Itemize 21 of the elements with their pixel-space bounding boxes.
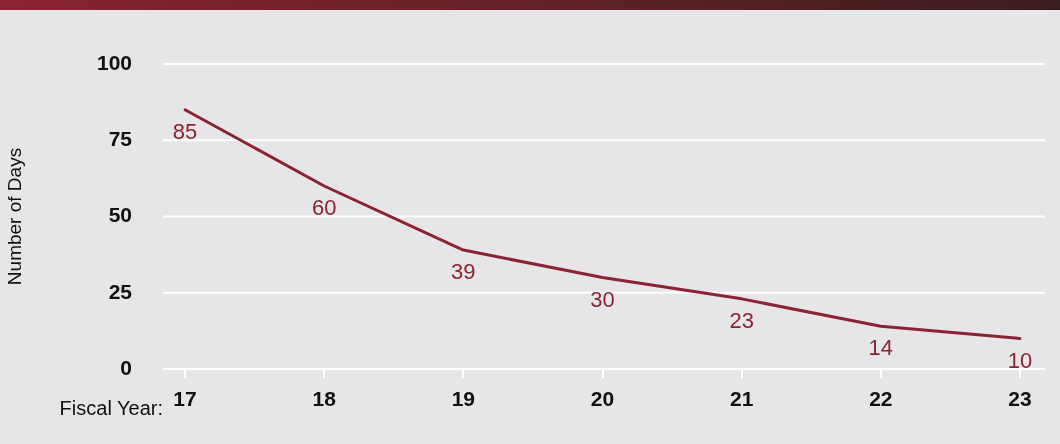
data-label: 85: [172, 118, 198, 144]
data-label: 60: [311, 195, 337, 221]
x-tick-label: 21: [729, 387, 754, 411]
y-tick-label: 100: [96, 50, 132, 74]
data-label: 10: [1007, 347, 1033, 373]
y-tick-label: 0: [120, 355, 132, 379]
y-tick-label: 25: [108, 279, 133, 303]
data-label: 39: [451, 259, 476, 285]
x-tick-label: 19: [451, 387, 476, 411]
y-tick-label: 75: [108, 127, 133, 151]
x-tick-label: 22: [869, 387, 893, 411]
x-tick-label: 17: [173, 387, 197, 411]
x-tick-label: 18: [312, 387, 337, 411]
data-label: 14: [868, 335, 894, 361]
x-tick-label: 20: [590, 387, 615, 411]
y-tick-label: 50: [108, 203, 132, 227]
x-tick-label: 23: [1008, 387, 1032, 411]
y-axis-title: Number of Days: [3, 147, 25, 286]
x-axis-title: Fiscal Year:: [59, 396, 163, 419]
data-label: 30: [590, 286, 615, 312]
data-label: 23: [729, 307, 754, 333]
